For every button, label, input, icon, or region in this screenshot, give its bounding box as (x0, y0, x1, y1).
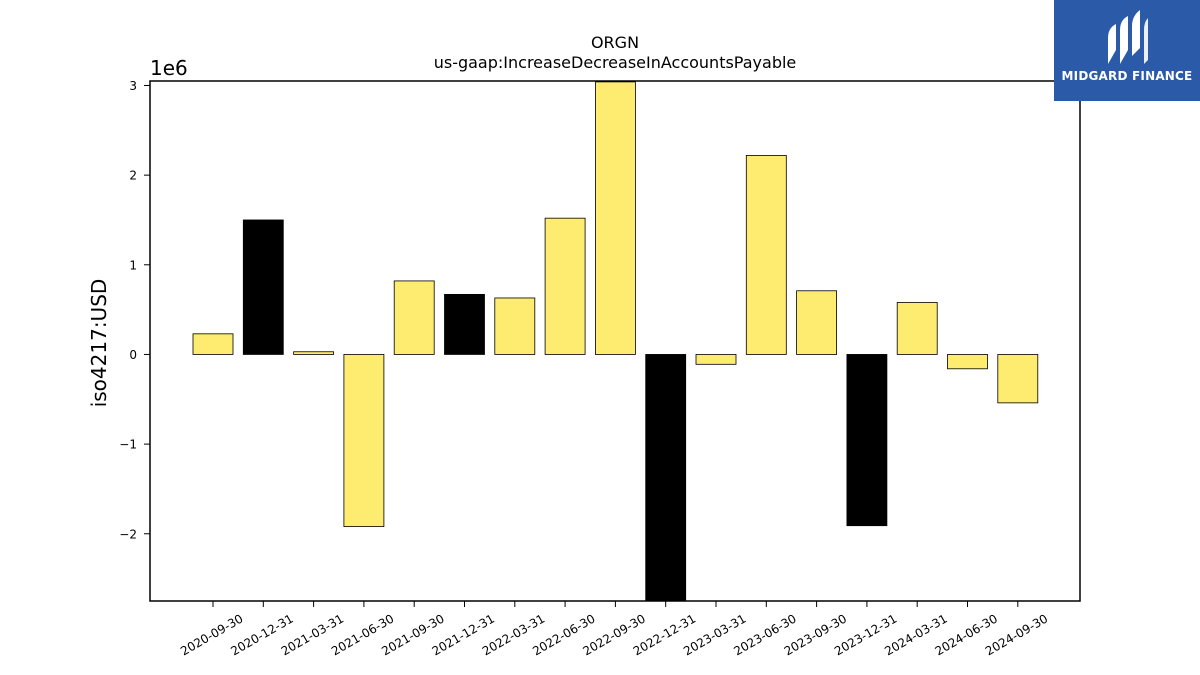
bar-2021-06-30 (343, 354, 385, 527)
x-axis-ticks: 2020-09-302020-12-312021-03-312021-06-30… (178, 601, 1050, 658)
midgard-finance-logo: MIDGARD FINANCE (1054, 0, 1200, 101)
bar-2022-12-31 (645, 354, 687, 602)
logo-text: MIDGARD FINANCE (1061, 69, 1193, 83)
bar-2023-09-30 (796, 290, 837, 355)
bar-2023-03-31 (695, 354, 737, 365)
bar-2023-06-30 (745, 155, 787, 355)
bar-2020-09-30 (192, 333, 234, 355)
y-tick-label: 3 (129, 79, 137, 93)
y-tick-label: 2 (129, 169, 137, 183)
bar-2020-12-31 (242, 219, 284, 355)
bar-2022-06-30 (544, 217, 586, 355)
bar-2024-06-30 (947, 354, 988, 370)
plot-frame (149, 80, 1081, 602)
y-tick-label: 1 (129, 258, 137, 272)
y-scale-label: 1e6 (150, 56, 188, 80)
bar-2022-03-31 (494, 297, 536, 355)
logo-mark-icon (1108, 10, 1148, 64)
bar-2024-03-31 (896, 302, 938, 355)
y-axis-label: iso4217:USD (87, 279, 111, 408)
bar-2023-12-31 (846, 354, 888, 527)
bar-2024-09-30 (997, 354, 1039, 404)
bar-2021-03-31 (293, 351, 335, 355)
y-tick-label: 0 (129, 348, 137, 362)
bars-group (192, 81, 1039, 602)
y-axis-ticks: −2 −1 0 1 2 3 (119, 79, 150, 541)
bar-2021-12-31 (444, 293, 485, 355)
chart-title: ORGN (591, 33, 639, 52)
chart-subtitle: us-gaap:IncreaseDecreaseInAccountsPayabl… (434, 53, 797, 72)
y-tick-label: −2 (119, 527, 137, 541)
bar-2021-09-30 (393, 280, 435, 355)
y-tick-label: −1 (119, 438, 137, 452)
bar-2022-09-30 (595, 81, 636, 355)
